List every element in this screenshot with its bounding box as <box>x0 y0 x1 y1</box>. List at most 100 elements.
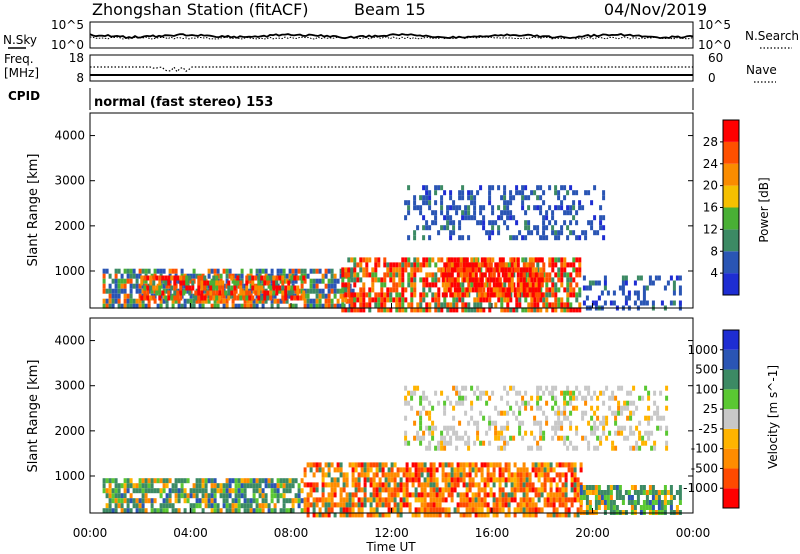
heatmap-cell <box>645 490 649 495</box>
heatmap-cell <box>494 425 498 431</box>
heatmap-cell <box>437 230 441 236</box>
heatmap-cell <box>584 385 588 391</box>
heatmap-cell <box>215 275 219 281</box>
heatmap-cell <box>404 395 408 401</box>
heatmap-cell <box>479 220 483 226</box>
heatmap-cell <box>561 482 565 488</box>
heatmap-cell <box>362 267 366 273</box>
heatmap-cell <box>560 307 564 313</box>
heatmap-cell <box>497 215 501 221</box>
heatmap-cell <box>354 502 358 508</box>
heatmap-cell <box>518 302 522 308</box>
heatmap-cell <box>158 290 162 296</box>
heatmap-cell <box>447 287 451 293</box>
heatmap-cell <box>171 298 175 304</box>
heatmap-cell <box>618 485 622 490</box>
heatmap-cell <box>482 205 486 211</box>
heatmap-cell <box>524 235 528 241</box>
heatmap-cell <box>506 410 510 416</box>
heatmap-cell <box>221 280 225 286</box>
heatmap-cell <box>303 467 307 473</box>
heatmap-cell <box>453 267 457 273</box>
heatmap-cell <box>524 220 528 226</box>
heatmap-cell <box>425 425 429 431</box>
heatmap-cell <box>506 440 510 446</box>
heatmap-cell <box>486 467 490 473</box>
heatmap-cell <box>480 477 484 483</box>
heatmap-cell <box>426 512 430 518</box>
heatmap-cell <box>465 507 469 513</box>
heatmap-cell <box>167 280 171 286</box>
heatmap-cell <box>546 497 550 503</box>
heatmap-cell <box>171 303 175 309</box>
heatmap-cell <box>654 500 658 505</box>
heatmap-cell <box>435 492 439 498</box>
heatmap-cell <box>138 483 142 489</box>
heatmap-cell <box>470 190 474 196</box>
heatmap-cell <box>347 257 351 263</box>
heatmap-cell <box>258 508 262 514</box>
heatmap-cell <box>653 400 657 406</box>
heatmap-cell <box>225 268 229 274</box>
heatmap-cell <box>440 200 444 206</box>
heatmap-cell <box>518 410 522 416</box>
heatmap-cell <box>540 277 544 283</box>
heatmap-cell <box>551 287 555 293</box>
heatmap-cell <box>347 277 351 283</box>
heatmap-cell <box>183 488 187 494</box>
heatmap-cell <box>183 498 187 504</box>
heatmap-cell <box>629 425 633 431</box>
heatmap-cell <box>537 497 541 503</box>
heatmap-cell <box>554 205 558 211</box>
heatmap-cell <box>611 390 615 396</box>
heatmap-cell <box>192 503 196 509</box>
heatmap-cell <box>431 430 435 436</box>
heatmap-cell <box>227 290 231 296</box>
heatmap-cell <box>560 425 564 431</box>
heatmap-cell <box>387 502 391 508</box>
heatmap-cell <box>578 307 582 313</box>
heatmap-cell <box>212 275 216 281</box>
nave-tick-bottom: 0 <box>708 71 716 85</box>
heatmap-cell <box>548 185 552 191</box>
heatmap-cell <box>645 500 649 505</box>
heatmap-cell <box>162 508 166 514</box>
heatmap-cell <box>120 288 124 294</box>
heatmap-cell <box>114 508 118 514</box>
heatmap-cell <box>468 262 472 268</box>
heatmap-cell <box>200 285 204 291</box>
heatmap-cell <box>540 472 544 478</box>
heatmap-cell <box>519 497 523 503</box>
heatmap-cell <box>255 483 259 489</box>
heatmap-cell <box>570 472 574 478</box>
heatmap-cell <box>194 295 198 301</box>
heatmap-cell <box>617 405 621 411</box>
heatmap-cell <box>483 497 487 503</box>
heatmap-cell <box>342 293 346 299</box>
heatmap-cell <box>348 492 352 498</box>
heatmap-cell <box>557 195 561 201</box>
heatmap-cell <box>516 267 520 273</box>
heatmap-cell <box>111 288 115 294</box>
heatmap-cell <box>501 507 505 513</box>
heatmap-cell <box>369 497 373 503</box>
heatmap-cell <box>300 498 304 504</box>
heatmap-cell <box>488 307 492 313</box>
heatmap-cell <box>644 385 648 391</box>
heatmap-cell <box>408 502 412 508</box>
heatmap-cell <box>524 185 528 191</box>
heatmap-cell <box>644 430 648 436</box>
heatmap-cell <box>528 472 532 478</box>
heatmap-cell <box>303 303 307 309</box>
heatmap-cell <box>383 277 387 283</box>
heatmap-cell <box>501 257 505 263</box>
heatmap-cell <box>543 487 547 493</box>
heatmap-cell <box>234 503 238 509</box>
heatmap-cell <box>530 297 534 303</box>
heatmap-cell <box>102 483 106 489</box>
heatmap-cell <box>593 215 597 221</box>
heatmap-cell <box>348 502 352 508</box>
heatmap-cell <box>669 275 673 281</box>
heatmap-cell <box>336 477 340 483</box>
heatmap-cell <box>612 505 616 510</box>
